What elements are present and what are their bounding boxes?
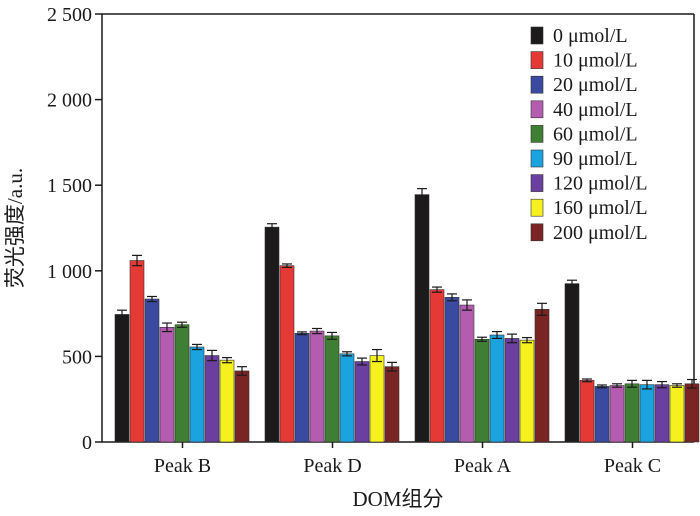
- legend-item: 200 μmol/L: [530, 222, 648, 244]
- y-ticks: 0 500 1 000 1 500 2 000 2 500: [47, 4, 102, 454]
- y-tick-label: 2 000: [47, 90, 92, 112]
- bar: [609, 385, 625, 443]
- legend-item: 160 μmol/L: [530, 197, 648, 219]
- legend-label: 20 μmol/L: [553, 74, 638, 96]
- bar: [369, 355, 385, 443]
- bar: [234, 370, 250, 443]
- legend-label: 120 μmol/L: [553, 173, 648, 195]
- bar: [579, 380, 595, 443]
- legend-label: 40 μmol/L: [553, 99, 638, 121]
- bar: [669, 385, 685, 443]
- legend-item: 60 μmol/L: [530, 123, 638, 145]
- legend-swatch: [530, 51, 544, 69]
- bar: [279, 265, 295, 443]
- bar-group: [264, 223, 400, 443]
- legend-label: 0 μmol/L: [553, 25, 628, 47]
- legend-item: 120 μmol/L: [530, 173, 648, 195]
- legend-item: 10 μmol/L: [530, 50, 638, 72]
- bar: [504, 338, 520, 443]
- x-tick-label: Peak D: [303, 455, 361, 477]
- bar: [339, 353, 355, 443]
- x-tick-label: Peak B: [154, 455, 211, 477]
- bar: [384, 366, 400, 443]
- legend-swatch: [530, 26, 544, 45]
- x-axis-title: DOM组分: [352, 487, 443, 511]
- y-tick-label: 1 500: [47, 175, 92, 197]
- bar: [489, 334, 505, 443]
- legend-swatch: [530, 100, 544, 119]
- bar: [459, 304, 475, 443]
- bar: [474, 338, 490, 443]
- legend-swatch: [530, 75, 544, 94]
- legend-item: 40 μmol/L: [530, 99, 638, 121]
- bar: [354, 361, 370, 443]
- bar: [204, 355, 220, 443]
- y-tick-label: 500: [62, 346, 92, 368]
- bar: [144, 298, 160, 443]
- bar: [264, 226, 280, 443]
- bar: [114, 314, 130, 443]
- bar: [219, 359, 235, 443]
- bars: [114, 188, 700, 443]
- legend-item: 90 μmol/L: [530, 148, 638, 170]
- bar: [324, 335, 340, 443]
- bar-group: [114, 254, 250, 443]
- bar: [534, 309, 550, 443]
- bar: [684, 383, 700, 443]
- legend-swatch: [530, 149, 544, 168]
- y-tick-label: 0: [82, 432, 92, 454]
- bar: [639, 384, 655, 443]
- legend: 0 μmol/L 10 μmol/L20 μmol/L 40 μmol/L60 μm…: [530, 25, 648, 244]
- bar: [429, 289, 445, 443]
- x-tick-label: Peak C: [604, 455, 661, 477]
- bar: [519, 339, 535, 443]
- x-tick-label: Peak A: [454, 455, 512, 477]
- legend-swatch: [530, 198, 544, 217]
- legend-item: 0 μmol/L: [530, 25, 628, 47]
- y-axis-title: 荧光强度/a.u.: [3, 168, 27, 288]
- x-ticks: Peak B Peak D Peak A Peak C: [154, 442, 661, 477]
- bar: [129, 260, 145, 443]
- legend-swatch: [530, 223, 544, 242]
- bar: [189, 346, 205, 443]
- bar-group: [564, 279, 700, 443]
- y-tick-label: 2 500: [47, 4, 92, 26]
- bar: [444, 297, 460, 443]
- bar-group: [414, 188, 550, 443]
- legend-item: 20 μmol/L: [530, 74, 638, 96]
- bar: [159, 326, 175, 443]
- legend-label: 90 μmol/L: [553, 148, 638, 170]
- legend-label: 200 μmol/L: [553, 222, 648, 244]
- legend-label: 160 μmol/L: [553, 197, 648, 219]
- bar: [294, 332, 310, 443]
- bar: [564, 283, 580, 443]
- bar: [654, 384, 670, 443]
- legend-label: 10 μmol/L: [553, 50, 638, 72]
- legend-swatch: [530, 125, 544, 143]
- legend-swatch: [530, 174, 544, 192]
- bar: [309, 330, 325, 443]
- bar: [624, 383, 640, 443]
- bar: [594, 386, 610, 443]
- y-tick-label: 1 000: [47, 261, 92, 283]
- bar: [174, 324, 190, 443]
- legend-label: 60 μmol/L: [553, 123, 638, 145]
- bar: [414, 194, 430, 443]
